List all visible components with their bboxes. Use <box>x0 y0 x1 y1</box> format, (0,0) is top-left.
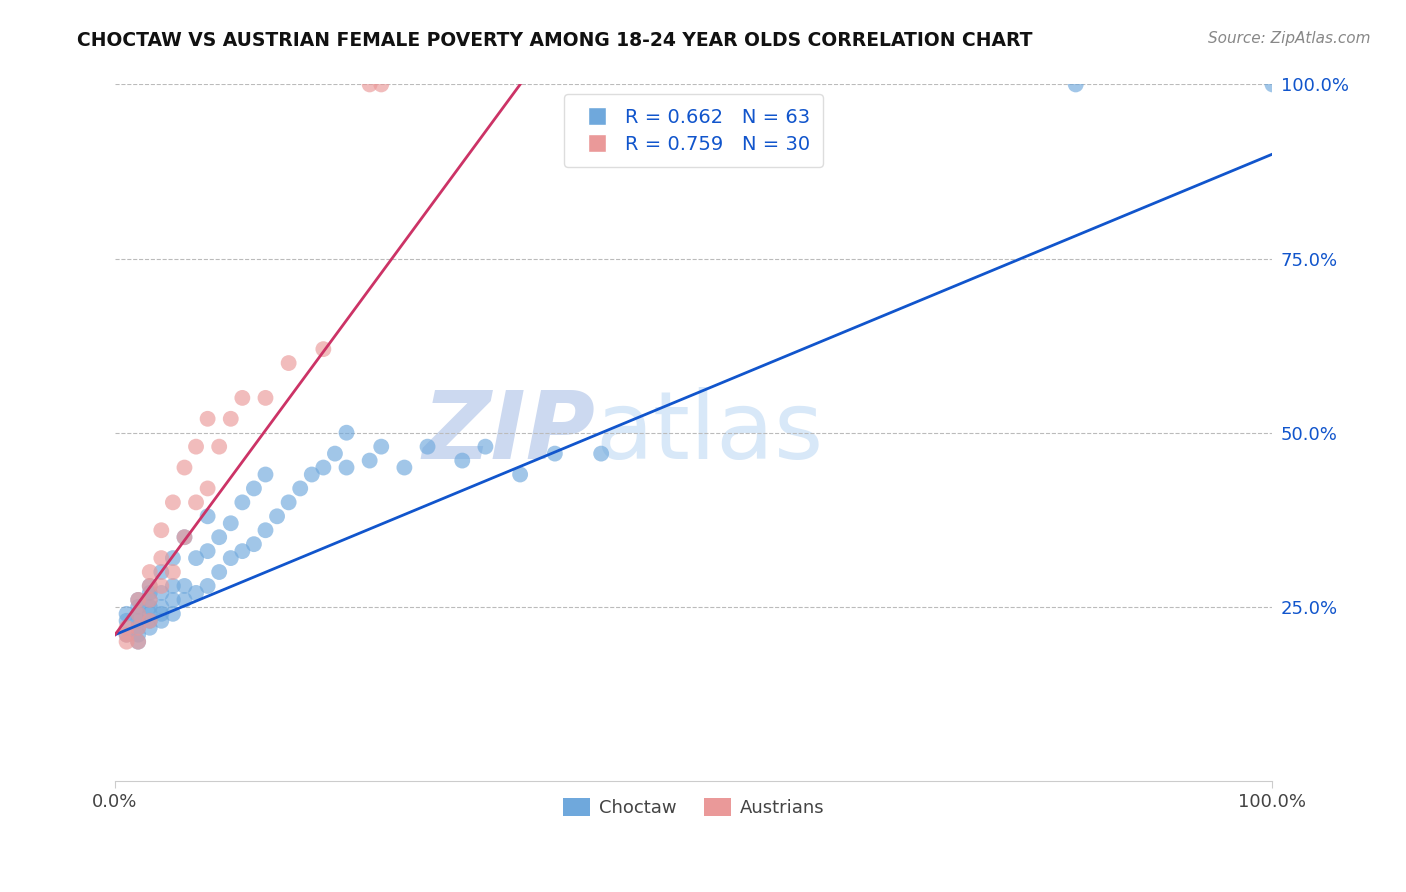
Point <box>184 495 207 509</box>
Point <box>139 614 162 628</box>
Legend: Choctaw, Austrians: Choctaw, Austrians <box>555 790 832 824</box>
Point <box>127 628 149 642</box>
Point <box>150 579 173 593</box>
Point <box>127 607 149 621</box>
Point <box>231 544 253 558</box>
Point <box>162 579 184 593</box>
Point <box>197 482 219 496</box>
Point <box>115 628 138 642</box>
Point <box>197 509 219 524</box>
Point <box>208 440 231 454</box>
Point <box>162 565 184 579</box>
Point <box>277 356 299 370</box>
Point <box>335 460 357 475</box>
Point <box>139 579 162 593</box>
Point <box>1261 78 1284 92</box>
Point <box>162 593 184 607</box>
Point <box>115 607 138 621</box>
Point <box>184 440 207 454</box>
Point <box>115 628 138 642</box>
Point <box>127 621 149 635</box>
Point <box>127 614 149 628</box>
Point <box>509 467 531 482</box>
Point <box>127 634 149 648</box>
Point <box>150 551 173 566</box>
Point <box>231 495 253 509</box>
Point <box>150 614 173 628</box>
Point <box>197 411 219 425</box>
Point <box>127 607 149 621</box>
Text: atlas: atlas <box>595 387 824 479</box>
Point <box>173 593 195 607</box>
Point <box>139 593 162 607</box>
Point <box>115 634 138 648</box>
Point <box>544 447 567 461</box>
Point <box>173 530 195 544</box>
Point <box>127 621 149 635</box>
Point <box>150 523 173 537</box>
Point <box>127 593 149 607</box>
Point <box>184 586 207 600</box>
Point <box>150 565 173 579</box>
Point <box>254 467 277 482</box>
Point <box>277 495 299 509</box>
Point <box>323 447 346 461</box>
Point <box>197 544 219 558</box>
Point <box>150 599 173 614</box>
Point <box>162 607 184 621</box>
Point <box>254 391 277 405</box>
Point <box>335 425 357 440</box>
Point <box>127 593 149 607</box>
Point <box>312 460 335 475</box>
Point <box>150 586 173 600</box>
Point <box>370 440 392 454</box>
Point <box>139 614 162 628</box>
Point <box>139 565 162 579</box>
Point <box>474 440 496 454</box>
Point <box>115 621 138 635</box>
Point <box>243 537 266 551</box>
Point <box>591 447 613 461</box>
Point <box>312 342 335 356</box>
Point <box>115 614 138 628</box>
Point <box>162 495 184 509</box>
Point <box>139 586 162 600</box>
Text: CHOCTAW VS AUSTRIAN FEMALE POVERTY AMONG 18-24 YEAR OLDS CORRELATION CHART: CHOCTAW VS AUSTRIAN FEMALE POVERTY AMONG… <box>77 31 1033 50</box>
Point <box>370 78 392 92</box>
Point <box>1064 78 1087 92</box>
Text: Source: ZipAtlas.com: Source: ZipAtlas.com <box>1208 31 1371 46</box>
Point <box>208 530 231 544</box>
Point <box>139 599 162 614</box>
Point <box>359 78 381 92</box>
Point <box>173 579 195 593</box>
Point <box>162 551 184 566</box>
Point <box>173 460 195 475</box>
Point <box>219 411 242 425</box>
Point <box>139 579 162 593</box>
Point <box>254 523 277 537</box>
Point <box>451 453 474 467</box>
Point <box>394 460 416 475</box>
Point <box>139 621 162 635</box>
Point <box>290 482 312 496</box>
Point <box>219 516 242 531</box>
Point <box>416 440 439 454</box>
Point <box>219 551 242 566</box>
Point <box>127 599 149 614</box>
Point <box>266 509 288 524</box>
Point <box>173 530 195 544</box>
Point <box>208 565 231 579</box>
Point <box>301 467 323 482</box>
Point <box>184 551 207 566</box>
Text: ZIP: ZIP <box>422 387 595 479</box>
Point <box>231 391 253 405</box>
Point <box>243 482 266 496</box>
Point <box>127 634 149 648</box>
Point <box>150 607 173 621</box>
Point <box>139 607 162 621</box>
Point <box>139 593 162 607</box>
Point <box>197 579 219 593</box>
Point <box>359 453 381 467</box>
